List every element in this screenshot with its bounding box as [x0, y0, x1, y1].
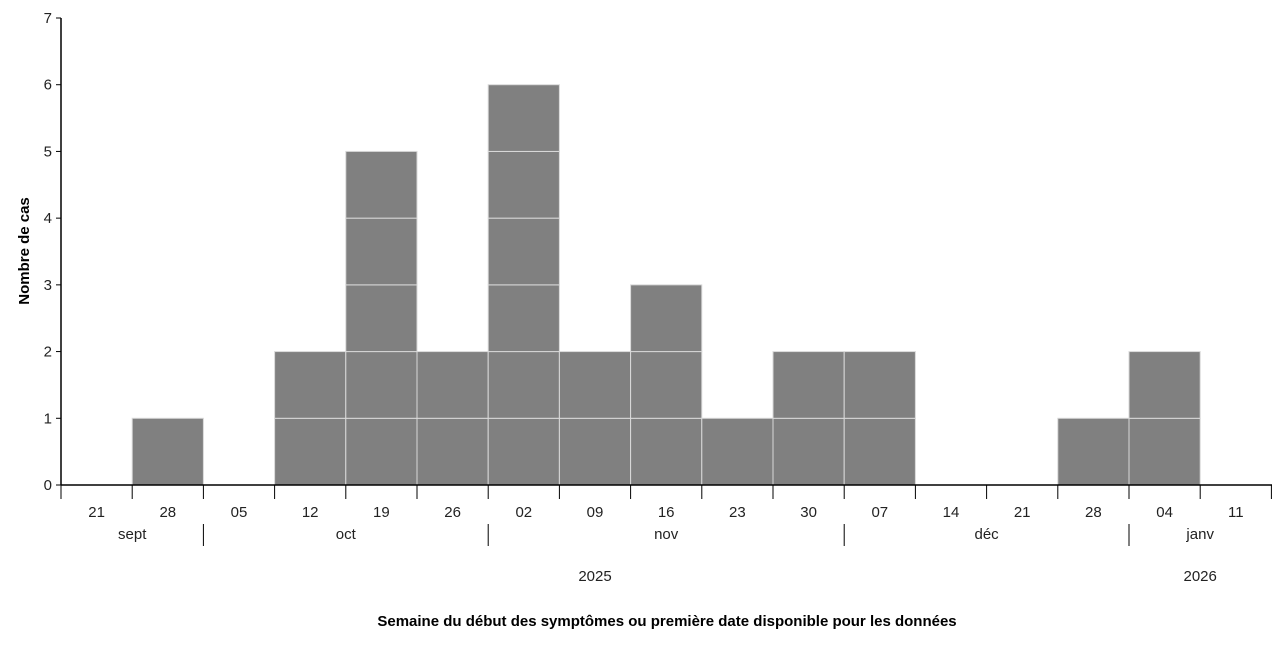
- week-label: 26: [444, 504, 461, 521]
- week-label: 07: [871, 504, 888, 521]
- case-box: [558, 351, 632, 419]
- bar: [772, 351, 845, 486]
- case-box: [701, 417, 774, 486]
- month-label: nov: [654, 526, 679, 543]
- week-label: 02: [515, 504, 532, 521]
- week-label: 23: [729, 504, 746, 521]
- y-tick-label: 0: [44, 477, 52, 494]
- case-box: [558, 417, 632, 486]
- bar: [701, 417, 774, 486]
- x-axis-ticks: 21 28 05 12 19 26 02 09 16 23 30 07 14 21 28 04 11: [60, 485, 1272, 521]
- case-box: [843, 351, 916, 419]
- week-label: 04: [1156, 504, 1173, 521]
- bar: [558, 351, 632, 486]
- bar: [345, 150, 418, 486]
- case-box: [345, 284, 418, 353]
- case-box: [416, 417, 489, 486]
- month-labels: sept oct nov déc janv: [118, 524, 1214, 546]
- week-label: 16: [658, 504, 675, 521]
- bars: [131, 84, 1201, 486]
- case-box: [345, 417, 418, 486]
- case-box: [345, 150, 418, 219]
- case-box: [487, 417, 560, 486]
- month-label: oct: [336, 526, 357, 543]
- week-label: 21: [1014, 504, 1031, 521]
- y-tick-label: 3: [44, 277, 52, 294]
- y-tick-label: 1: [44, 410, 52, 427]
- case-box: [1128, 417, 1201, 486]
- week-label: 28: [1085, 504, 1102, 521]
- bar: [131, 417, 204, 486]
- case-box: [487, 351, 560, 419]
- year-labels: 2025 2026: [578, 568, 1217, 585]
- bar: [487, 84, 560, 486]
- bar: [843, 351, 916, 486]
- bar: [274, 351, 347, 486]
- bar: [1128, 351, 1201, 486]
- case-box: [630, 351, 703, 419]
- month-label: sept: [118, 526, 147, 543]
- case-box: [345, 351, 418, 419]
- year-label: 2025: [578, 568, 611, 585]
- y-tick-label: 2: [44, 344, 52, 361]
- case-box: [630, 417, 703, 486]
- case-box: [630, 284, 703, 353]
- month-label: déc: [975, 526, 1000, 543]
- week-label: 28: [159, 504, 176, 521]
- month-label: janv: [1185, 526, 1214, 543]
- case-box: [1128, 351, 1201, 419]
- y-axis-ticks: 0 1 2 3 4 5 6 7: [44, 10, 61, 494]
- y-tick-label: 6: [44, 77, 52, 94]
- x-axis-title: Semaine du début des symptômes ou premiè…: [377, 613, 956, 630]
- case-box: [487, 84, 560, 152]
- y-axis-title: Nombre de cas: [16, 197, 33, 305]
- y-tick-label: 4: [44, 210, 52, 227]
- case-box: [487, 150, 560, 219]
- case-box: [345, 217, 418, 286]
- week-label: 11: [1228, 504, 1244, 521]
- y-tick-label: 7: [44, 10, 52, 27]
- week-label: 14: [943, 504, 960, 521]
- y-tick-label: 5: [44, 143, 52, 160]
- case-box: [843, 417, 916, 486]
- week-label: 19: [373, 504, 390, 521]
- week-label: 21: [88, 504, 105, 521]
- case-box: [487, 217, 560, 286]
- bar: [1057, 417, 1130, 486]
- week-label: 05: [231, 504, 248, 521]
- case-box: [772, 417, 845, 486]
- case-box: [131, 417, 204, 486]
- case-box: [487, 284, 560, 353]
- case-box: [1057, 417, 1130, 486]
- bar: [630, 284, 703, 486]
- case-box: [274, 417, 347, 486]
- year-label: 2026: [1184, 568, 1217, 585]
- week-label: 12: [302, 504, 319, 521]
- case-box: [772, 351, 845, 419]
- week-label: 09: [587, 504, 604, 521]
- case-box: [416, 351, 489, 419]
- bar: [416, 351, 489, 486]
- week-label: 30: [800, 504, 817, 521]
- case-box: [274, 351, 347, 419]
